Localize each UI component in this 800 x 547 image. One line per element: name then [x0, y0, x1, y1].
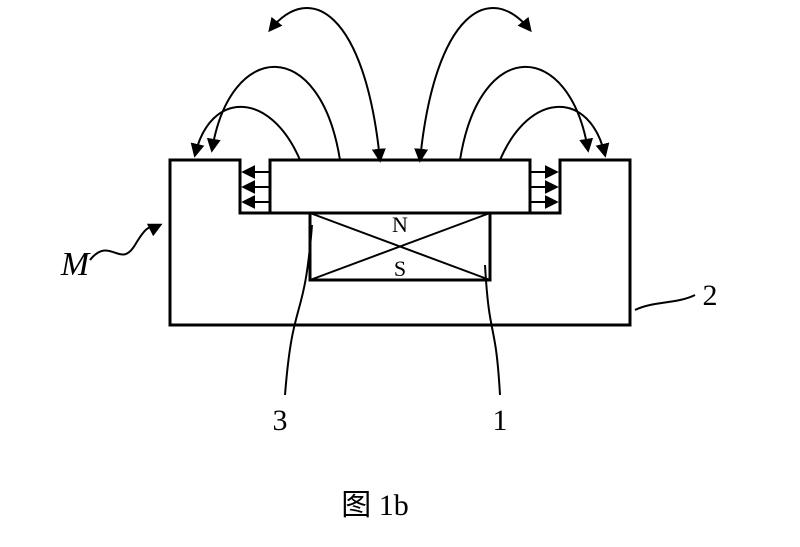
diagram-canvas: M NS 2 3 1 图 1b — [0, 0, 800, 547]
field-arc-1 — [212, 67, 340, 160]
pole-plate — [270, 160, 530, 213]
label-3: 3 — [273, 404, 288, 437]
field-arc-4 — [460, 67, 588, 160]
side-arrows-layer — [244, 172, 556, 202]
leader-to-1 — [485, 265, 500, 395]
label-2: 2 — [703, 279, 718, 312]
label-s: S — [394, 256, 406, 281]
figure-caption: 图 1b — [341, 489, 409, 522]
shapes-layer — [170, 160, 630, 325]
leader-to-2 — [635, 295, 695, 310]
labels-layer: M NS 2 3 1 图 1b — [60, 212, 718, 522]
yoke-outline — [170, 160, 630, 325]
label-n: N — [392, 212, 408, 237]
field-arc-0 — [195, 107, 300, 160]
field-arcs-layer — [195, 8, 605, 160]
leader-lines-layer — [90, 225, 695, 395]
field-arc-3 — [500, 107, 605, 160]
label-m: M — [60, 246, 91, 283]
label-1: 1 — [493, 404, 508, 437]
leader-m-squiggle — [90, 225, 160, 260]
leader-to-3 — [285, 225, 312, 395]
